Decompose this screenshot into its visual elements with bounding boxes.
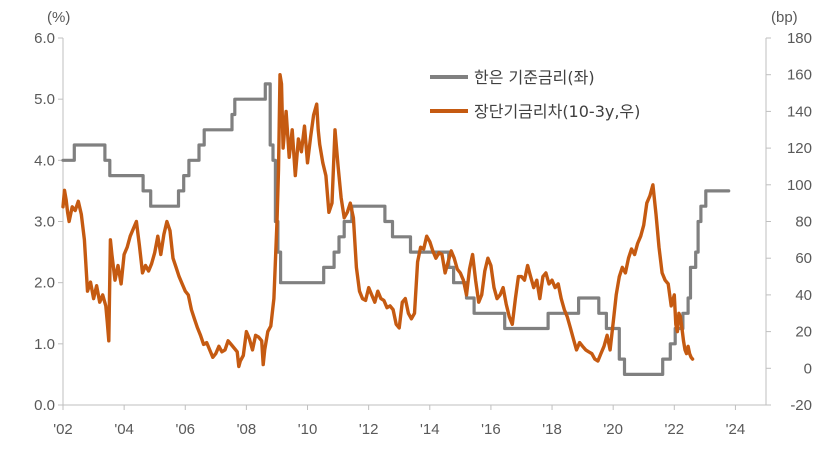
legend: 한은 기준금리(좌) 장단기금리차(10-3y,우)	[430, 68, 640, 121]
right-axis-unit: (bp)	[771, 9, 798, 26]
left-tick-label: 5.0	[34, 91, 55, 108]
x-tick-label: '24	[726, 421, 746, 438]
x-tick-label: '22	[665, 421, 685, 438]
left-tick-label: 4.0	[34, 152, 55, 169]
right-tick-label: 160	[787, 67, 812, 84]
legend-label-policy-rate: 한은 기준금리(좌)	[474, 68, 595, 87]
x-tick-label: '02	[53, 421, 73, 438]
left-tick-label: 3.0	[34, 214, 55, 231]
right-tick-label: 0	[804, 360, 812, 377]
x-tick-label: '16	[481, 421, 501, 438]
legend-label-term-spread: 장단기금리차(10-3y,우)	[474, 102, 640, 121]
right-tick-label: 100	[787, 177, 812, 194]
left-axis-unit: (%)	[47, 9, 70, 26]
series-lines	[61, 73, 731, 376]
series-line-term-spread	[61, 73, 695, 369]
x-tick-label: '18	[542, 421, 562, 438]
x-tick-label: '08	[237, 421, 257, 438]
right-tick-labels: -20 0 20 40 60 80 100 120 140 160 180	[766, 30, 812, 414]
x-tick-labels: '02 '04 '06 '08 '10 '12 '14 '16 '18 '20 '22 '24	[53, 405, 745, 438]
left-tick-labels: 0.0 1.0 2.0 3.0 4.0 5.0 6.0	[34, 30, 63, 414]
x-tick-label: '06	[175, 421, 195, 438]
series-line-policy-rate	[61, 82, 731, 376]
x-tick-label: '14	[420, 421, 440, 438]
left-tick-label: 2.0	[34, 275, 55, 292]
right-tick-label: -20	[790, 397, 812, 414]
left-tick-label: 0.0	[34, 397, 55, 414]
left-tick-label: 1.0	[34, 336, 55, 353]
left-tick-label: 6.0	[34, 30, 55, 47]
right-tick-label: 140	[787, 103, 812, 120]
right-tick-label: 40	[795, 287, 812, 304]
x-tick-label: '12	[359, 421, 379, 438]
x-tick-label: '20	[603, 421, 623, 438]
x-tick-label: '04	[114, 421, 134, 438]
right-tick-label: 180	[787, 30, 812, 47]
right-tick-label: 20	[795, 324, 812, 341]
right-tick-label: 120	[787, 140, 812, 157]
right-tick-label: 60	[795, 250, 812, 267]
right-tick-label: 80	[795, 214, 812, 231]
x-tick-label: '10	[298, 421, 318, 438]
